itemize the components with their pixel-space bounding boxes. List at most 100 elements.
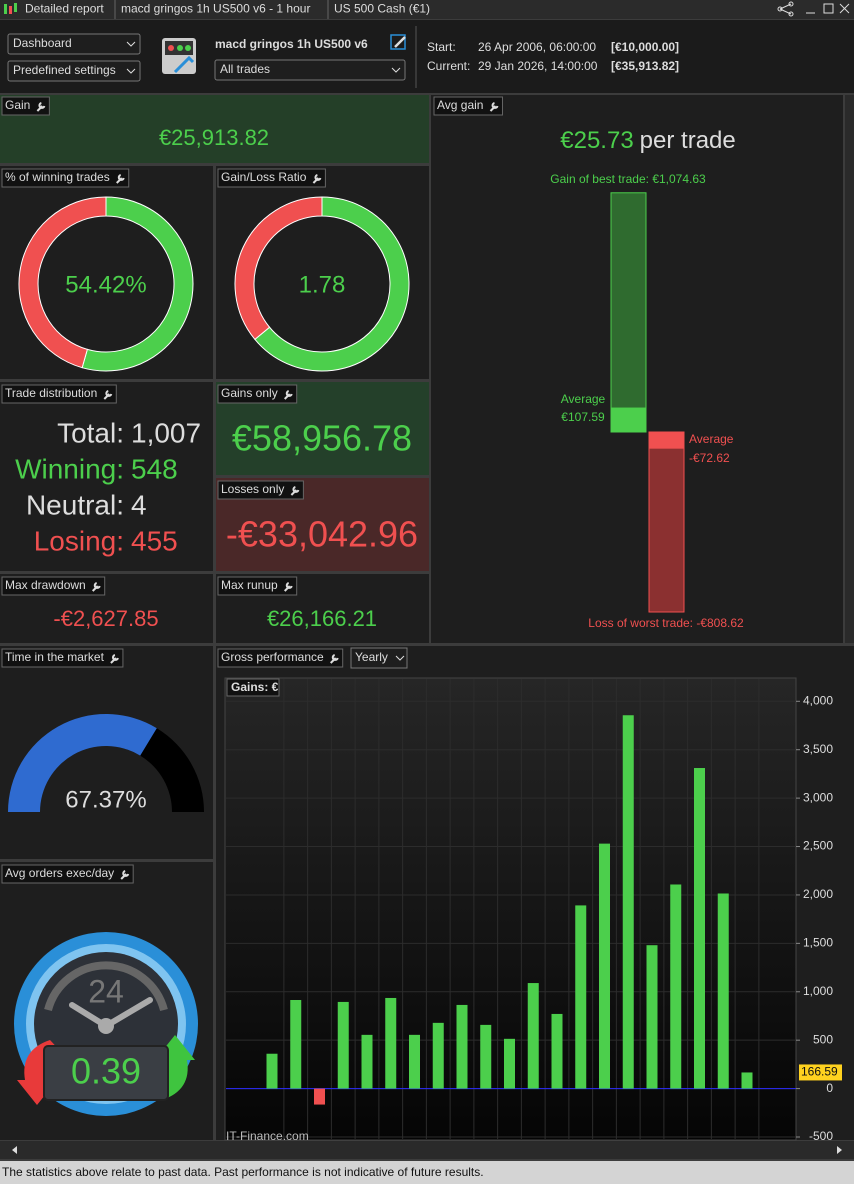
gauge-empty [140, 728, 204, 812]
wrench-icon[interactable] [91, 582, 101, 592]
chip-box [217, 576, 298, 596]
current-date: 29 Jan 2026, 14:00:00 [478, 59, 598, 73]
time-in-market-value: 67.37% [65, 786, 146, 813]
system-name: macd gringos 1h US500 v6 [215, 37, 368, 51]
scrollbar[interactable] [0, 1141, 854, 1159]
chip-box [217, 384, 298, 404]
bar [646, 945, 658, 1089]
wrench-icon[interactable] [36, 102, 46, 112]
average-gain-value: €107.59 [561, 410, 605, 424]
wrench-icon[interactable] [283, 582, 293, 592]
y-tick-label: -500 [809, 1129, 833, 1143]
panel [0, 95, 429, 163]
wrench-icon[interactable] [120, 870, 130, 880]
chip-box [1, 576, 106, 596]
panel-title: Gain [5, 98, 30, 112]
last-value-label: 166.59 [801, 1065, 838, 1079]
chip-box [433, 96, 503, 116]
select[interactable]: Predefined settings [7, 60, 141, 82]
footer [0, 1161, 854, 1184]
watermark: IT-Finance.com [226, 1129, 309, 1143]
select-text[interactable]: Yearly [355, 650, 388, 664]
tab[interactable]: macd gringos 1h US500 v6 - 1 hour [121, 2, 310, 16]
footer-text: The statistics above relate to past data… [2, 1165, 484, 1179]
wrench-icon[interactable] [489, 102, 499, 112]
bar [694, 768, 705, 1089]
select[interactable]: Dashboard [7, 33, 141, 55]
panel-title: Time in the market [5, 650, 105, 664]
select[interactable]: All trades [214, 59, 406, 81]
bar [385, 997, 397, 1089]
wrench-icon[interactable] [329, 654, 339, 664]
row-label: Neutral: [26, 489, 124, 520]
edit-icon[interactable] [390, 34, 406, 50]
axis-area [797, 678, 844, 1140]
wrench-icon[interactable] [110, 654, 119, 664]
system-icon[interactable] [162, 38, 196, 74]
bar [575, 905, 587, 1089]
start-capital: [€10,000.00] [611, 40, 679, 54]
ratio-value: 1.78 [299, 271, 346, 298]
bar [409, 1034, 420, 1089]
scrollbar[interactable] [845, 95, 854, 643]
last-value-tag [799, 1064, 842, 1081]
wrench-icon[interactable] [116, 174, 125, 184]
losses-only-value: -€33,042.96 [226, 514, 418, 555]
row-label: Total: [57, 417, 124, 448]
bar [337, 1001, 349, 1089]
wrench-icon[interactable] [283, 390, 293, 400]
average-loss-value: -€72.62 [689, 451, 730, 465]
bar [456, 1004, 468, 1089]
y-tick-label: 2,500 [803, 839, 833, 853]
tab[interactable]: US 500 Cash (€1) [334, 2, 430, 16]
app-icon [14, 3, 17, 12]
avg-gain-bar [648, 431, 685, 613]
bar [622, 715, 634, 1089]
y-tick-label: 2,000 [803, 887, 833, 901]
series-chip [226, 678, 280, 697]
current-capital: [€35,913.82] [611, 59, 679, 73]
row-value: 455 [131, 525, 178, 556]
average-loss-label: Average [689, 432, 734, 446]
bar [480, 1024, 492, 1089]
app-icon [4, 4, 7, 14]
wrench-icon[interactable] [103, 390, 113, 400]
plot: -500 0 500 1,000 1,500 2,000 2,500 3,000 3,500 4,… [226, 679, 842, 1143]
panel-title: Trade distribution [5, 386, 97, 400]
average-gain-label: Average [561, 392, 606, 406]
bar [599, 843, 610, 1089]
worst-trade-label: Loss of worst trade: -€808.62 [588, 616, 744, 630]
chip-box [1, 168, 130, 188]
panel-title: Gains only [221, 386, 278, 400]
select-text[interactable]: All trades [220, 62, 270, 76]
best-trade-label: Gain of best trade: €1,074.63 [550, 172, 706, 186]
donut-win [81, 196, 194, 372]
chip-box [217, 648, 344, 668]
bar [741, 1072, 753, 1089]
panel-title: Avg gain [437, 98, 483, 112]
chip-box [1, 864, 134, 884]
y-tick-label: 1,500 [803, 936, 833, 950]
donut-gain [254, 196, 410, 372]
select-text[interactable]: Dashboard [13, 36, 72, 50]
avg-gain-value: €25.73 [560, 127, 633, 154]
panel-title: Max runup [221, 578, 278, 592]
y-tick-label: 3,000 [803, 790, 833, 804]
clock-icon: 24 [14, 932, 198, 1116]
panel-title: Gross performance [221, 650, 324, 664]
start-label: Start: [427, 40, 456, 54]
gauge-filled [8, 713, 157, 812]
tab[interactable]: Detailed report [25, 2, 104, 16]
wrench-icon[interactable] [312, 174, 322, 184]
wrench-icon[interactable] [290, 486, 300, 496]
start-date: 26 Apr 2006, 06:00:00 [478, 40, 596, 54]
avg-gain-unit: per trade [640, 127, 736, 154]
max-drawdown-value: -€2,627.85 [53, 606, 158, 631]
bar [266, 1053, 278, 1089]
trade-distribution: Total: 1,007 Winning: 548 Neutral: 4 Los… [15, 417, 201, 556]
select-text[interactable]: Predefined settings [13, 63, 116, 77]
avg-gain-bar [648, 431, 685, 449]
period-select[interactable]: Yearly [350, 647, 408, 669]
window-controls[interactable] [777, 1, 850, 17]
